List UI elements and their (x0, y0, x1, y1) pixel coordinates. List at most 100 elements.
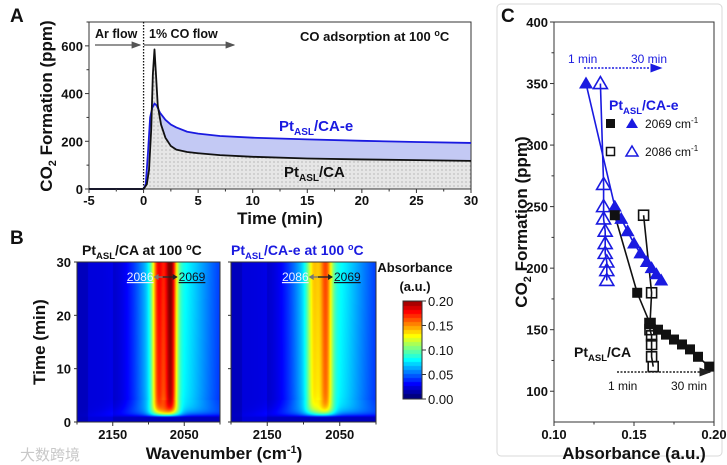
data-point-triangle (627, 236, 641, 249)
y-tick-label: 20 (57, 308, 71, 323)
bottom-arrow-start-label: 1 min (608, 379, 637, 393)
data-point-triangle (592, 74, 609, 90)
data-point-triangle (595, 175, 612, 191)
co-flow-annotation: 1% CO flow (149, 27, 218, 41)
colorbar-tick-label: 0.05 (428, 368, 453, 383)
peak-arrowhead-2069 (327, 274, 333, 280)
data-point-triangle (595, 210, 612, 225)
data-point-square (704, 361, 715, 372)
heatmap-ca-e (231, 262, 376, 422)
panel-c-ylabel: CO2 Formation (ppm) (512, 136, 534, 307)
data-point-square (685, 344, 695, 355)
series-line-ca (89, 48, 472, 190)
data-point-triangle (579, 76, 593, 89)
peak-arrowhead-2086 (153, 274, 159, 280)
panel-a-title: CO adsorption at 100 oC (300, 28, 450, 44)
panel-a-ylabel: CO2 Formation (ppm) (37, 20, 59, 191)
colorbar-unit: (a.u.) (399, 279, 430, 294)
x-tick-label: 0 (140, 193, 147, 208)
data-point-square (609, 210, 620, 221)
legend-open-triangle (624, 144, 640, 157)
peak-arrowhead-2069 (172, 274, 178, 280)
colorbar-tick-label: 0.20 (428, 294, 453, 309)
data-point-triangle (596, 234, 614, 250)
y-tick-label: 200 (526, 261, 548, 276)
y-tick-label: 350 (526, 77, 548, 92)
bottom-arrow-end-label: 30 min (671, 379, 707, 393)
data-point-square (661, 329, 671, 340)
y-tick-label: 400 (526, 15, 548, 30)
data-point-triangle (614, 211, 629, 224)
x-tick-label: 5 (195, 193, 202, 208)
ca-e-difference-fill (143, 49, 471, 189)
colorbar-frame (402, 300, 423, 400)
peak-label-2086: 2086 (282, 270, 309, 284)
y-tick-label: 10 (57, 362, 71, 377)
legend-filled-square (606, 119, 615, 128)
panel-label-b: B (10, 228, 24, 249)
heatmap-frame (76, 261, 221, 423)
data-point-square (645, 318, 655, 329)
panel-label-a: A (10, 6, 24, 27)
heatmap-title-ca-e: PtASL/CA-e at 100 oC (231, 242, 364, 262)
panel-c-xlabel: Absorbance (a.u.) (562, 444, 706, 463)
ca-area-fill (143, 49, 472, 189)
data-point-triangle (598, 253, 616, 268)
x-tick-label: 30 (464, 193, 478, 208)
data-point-triangle (620, 224, 635, 237)
colorbar-tick-label: 0.10 (428, 343, 453, 358)
legend-2069: 2069 cm-1 (645, 116, 699, 131)
x-tick-label: 0.10 (541, 427, 566, 442)
peak-arrowhead-2086 (308, 274, 314, 280)
panel-c-frame (496, 3, 723, 457)
legend-filled-triangle (626, 118, 638, 128)
y-tick-label: 150 (526, 323, 548, 338)
y-tick-label: 400 (61, 87, 83, 102)
top-arrow-end-label: 30 min (631, 52, 667, 66)
panel-b-xlabel: Wavenumber (cm-1) (146, 444, 303, 463)
x-tick-label: 20 (355, 193, 369, 208)
data-point-square (693, 351, 703, 362)
y-tick-label: 300 (526, 138, 548, 153)
group-label-ca: PtASL/CA (574, 344, 631, 364)
panel-c-plot: 0.10 0.15 0.20 100 150 200 250 300 350 400 (526, 15, 726, 442)
colorbar-tick-label: 0.15 (428, 319, 453, 334)
data-point-triangle (633, 246, 648, 259)
legend-open-square (605, 146, 616, 157)
panel-a-xlabel: Time (min) (237, 209, 323, 228)
x-tick-label: 2050 (325, 427, 354, 442)
legend-label-ca: PtASL/CA (284, 164, 345, 184)
x-tick-label: 2150 (98, 427, 127, 442)
data-point-square (637, 209, 650, 222)
data-point-triangle (598, 262, 616, 277)
legend-2086: 2086 cm-1 (645, 144, 699, 159)
data-point-square (669, 334, 679, 345)
x-tick-label: 0.20 (701, 427, 726, 442)
colorbar-title: Absorbance (377, 260, 452, 275)
data-point-square (645, 338, 658, 351)
data-point-square (677, 339, 687, 350)
data-point-triangle (598, 271, 616, 287)
y-tick-label: 0 (76, 182, 83, 197)
series-line-ca-e (89, 102, 472, 190)
y-tick-label: 600 (61, 39, 83, 54)
data-point-square (645, 330, 658, 342)
x-tick-label: 2150 (253, 427, 282, 442)
heatmap-title-ca: PtASL/CA at 100 oC (82, 242, 202, 262)
colorbar (403, 301, 422, 399)
data-point-triangle (607, 199, 622, 212)
data-point-square (644, 317, 656, 330)
heatmap-ca (77, 262, 220, 422)
y-tick-label: 200 (61, 134, 83, 149)
colorbar-tick-label: 0.00 (428, 392, 453, 407)
x-tick-label: -5 (83, 193, 95, 208)
x-tick-label: 25 (409, 193, 423, 208)
peak-label-2069: 2069 (334, 270, 361, 284)
y-tick-label: 30 (57, 255, 71, 270)
group-label-ca-e: PtASL/CA-e (609, 97, 679, 117)
x-tick-label: 10 (245, 193, 259, 208)
peak-label-2069: 2069 (179, 270, 206, 284)
